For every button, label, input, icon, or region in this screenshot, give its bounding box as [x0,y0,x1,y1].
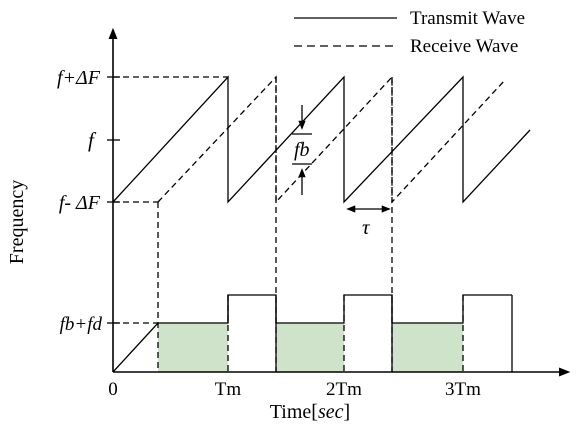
y-label-low: f- ΔF [59,192,101,214]
x-tick-tm: Tm [215,379,242,400]
x-axis-title: Time[sec] [270,401,350,423]
beat-region-3 [392,323,463,372]
transmit-wave [112,75,531,204]
y-label-beat: fb+fd [60,314,103,335]
legend-transmit-label: Transmit Wave [410,8,525,29]
x-axis-title-unit: sec [318,401,344,423]
tau-label: τ [362,215,371,239]
x-axis-title-main: Time[ [270,401,318,423]
y-label-top: f+ΔF [57,67,101,89]
x-tick-2tm: 2Tm [326,379,362,400]
fb-label: fb [294,139,310,161]
x-tick-3tm: 3Tm [445,379,481,400]
x-axis-title-end: ] [344,401,351,423]
x-origin-label: 0 [108,379,118,400]
beat-region-1 [158,323,228,372]
y-label-mid: f [88,128,97,152]
receive-wave [157,75,506,204]
y-axis-title: Frequency [6,180,28,264]
legend-receive-label: Receive Wave [410,36,518,57]
beat-region-2 [276,323,344,372]
